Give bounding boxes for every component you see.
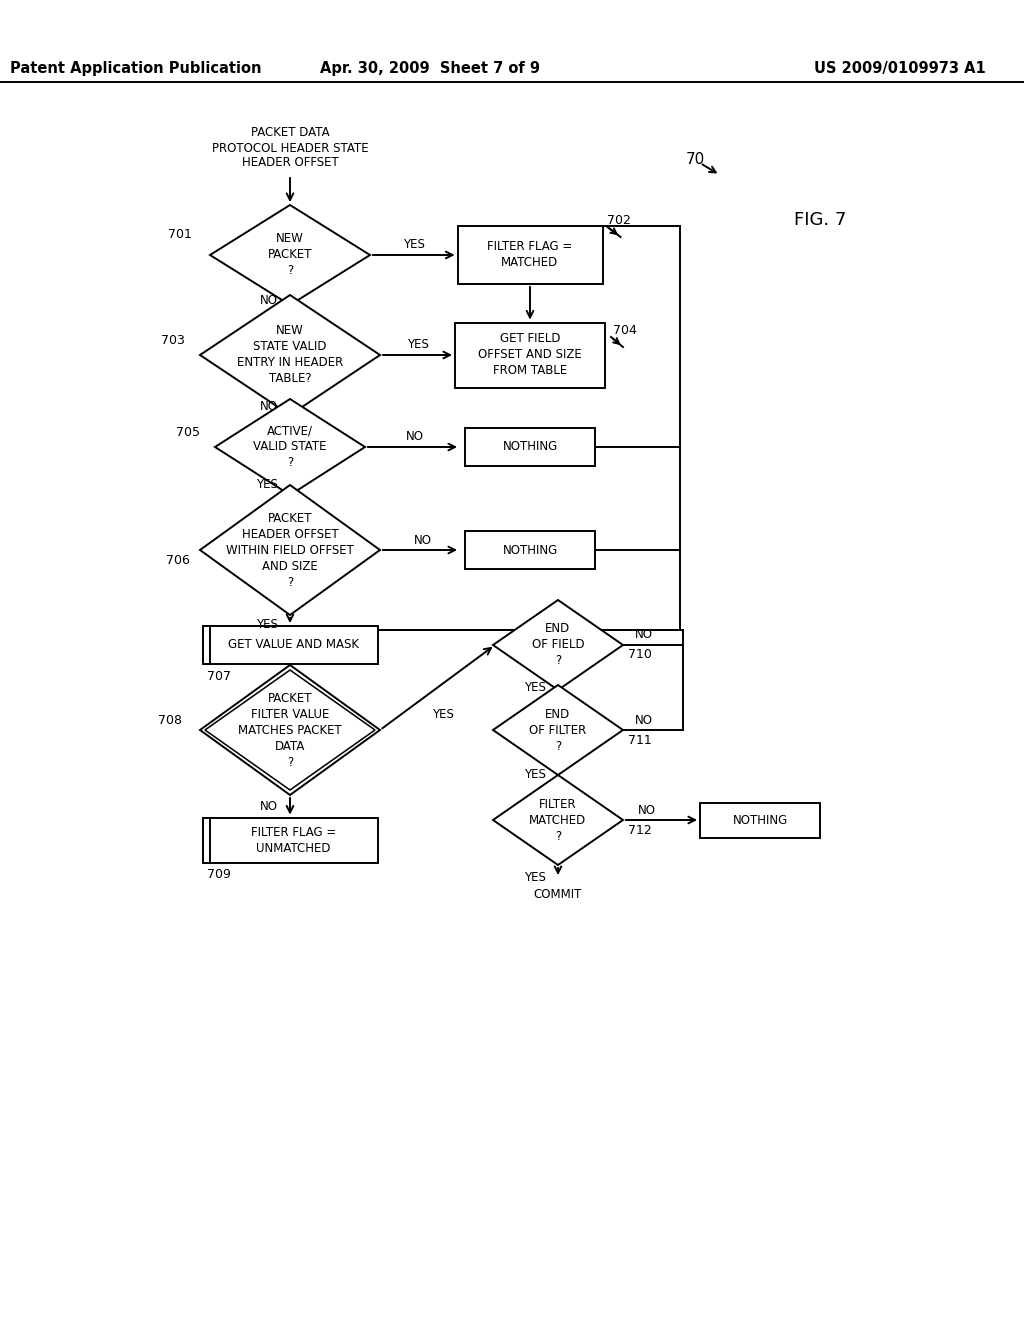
Text: PACKET DATA
PROTOCOL HEADER STATE
HEADER OFFSET: PACKET DATA PROTOCOL HEADER STATE HEADER… bbox=[212, 127, 369, 169]
Text: 705: 705 bbox=[176, 425, 200, 438]
Text: NOTHING: NOTHING bbox=[732, 813, 787, 826]
Text: 701: 701 bbox=[168, 228, 193, 242]
Text: NO: NO bbox=[414, 533, 431, 546]
Text: US 2009/0109973 A1: US 2009/0109973 A1 bbox=[814, 61, 986, 75]
Text: ACTIVE/
VALID STATE
?: ACTIVE/ VALID STATE ? bbox=[253, 425, 327, 470]
Text: Apr. 30, 2009  Sheet 7 of 9: Apr. 30, 2009 Sheet 7 of 9 bbox=[319, 61, 540, 75]
Text: NO: NO bbox=[260, 400, 278, 413]
Bar bbox=[465, 531, 595, 569]
Polygon shape bbox=[200, 665, 380, 795]
Polygon shape bbox=[215, 399, 365, 495]
Text: 712: 712 bbox=[628, 824, 651, 837]
Bar bbox=[700, 803, 820, 837]
Bar bbox=[458, 226, 602, 284]
Text: YES: YES bbox=[524, 871, 546, 884]
Text: NOTHING: NOTHING bbox=[503, 544, 558, 557]
Text: Patent Application Publication: Patent Application Publication bbox=[10, 61, 261, 75]
Text: NOTHING: NOTHING bbox=[503, 441, 558, 454]
Polygon shape bbox=[493, 601, 623, 690]
Text: FILTER
MATCHED
?: FILTER MATCHED ? bbox=[529, 797, 587, 842]
Text: COMMIT: COMMIT bbox=[534, 888, 583, 902]
Text: 707: 707 bbox=[208, 669, 231, 682]
Polygon shape bbox=[200, 294, 380, 414]
Text: GET FIELD
OFFSET AND SIZE
FROM TABLE: GET FIELD OFFSET AND SIZE FROM TABLE bbox=[478, 333, 582, 378]
Text: YES: YES bbox=[402, 239, 425, 252]
Text: YES: YES bbox=[256, 619, 278, 631]
Text: NO: NO bbox=[638, 804, 656, 817]
Text: 708: 708 bbox=[158, 714, 182, 726]
Text: 70: 70 bbox=[685, 153, 705, 168]
Text: END
OF FILTER
?: END OF FILTER ? bbox=[529, 708, 587, 752]
Text: 704: 704 bbox=[613, 323, 637, 337]
Text: YES: YES bbox=[524, 681, 546, 694]
Text: FILTER FLAG =
UNMATCHED: FILTER FLAG = UNMATCHED bbox=[251, 825, 336, 854]
Bar bbox=[203, 626, 378, 664]
Text: YES: YES bbox=[524, 768, 546, 781]
Text: NO: NO bbox=[635, 714, 653, 726]
Text: PACKET
FILTER VALUE
MATCHES PACKET
DATA
?: PACKET FILTER VALUE MATCHES PACKET DATA … bbox=[239, 692, 342, 768]
Text: NO: NO bbox=[260, 293, 278, 306]
Text: YES: YES bbox=[407, 338, 428, 351]
Text: NO: NO bbox=[406, 430, 424, 444]
Text: 702: 702 bbox=[607, 214, 632, 227]
Text: 711: 711 bbox=[628, 734, 651, 747]
Text: 706: 706 bbox=[166, 553, 190, 566]
Text: NO: NO bbox=[260, 800, 278, 813]
Polygon shape bbox=[493, 775, 623, 865]
Text: FILTER FLAG =
MATCHED: FILTER FLAG = MATCHED bbox=[487, 240, 572, 269]
Text: PACKET
HEADER OFFSET
WITHIN FIELD OFFSET
AND SIZE
?: PACKET HEADER OFFSET WITHIN FIELD OFFSET… bbox=[226, 511, 354, 589]
Text: NO: NO bbox=[635, 628, 653, 642]
Text: 710: 710 bbox=[628, 648, 652, 661]
Text: YES: YES bbox=[431, 709, 454, 722]
Text: GET VALUE AND MASK: GET VALUE AND MASK bbox=[228, 639, 359, 652]
Text: NEW
STATE VALID
ENTRY IN HEADER
TABLE?: NEW STATE VALID ENTRY IN HEADER TABLE? bbox=[237, 325, 343, 385]
Text: NEW
PACKET
?: NEW PACKET ? bbox=[267, 232, 312, 277]
Text: FIG. 7: FIG. 7 bbox=[794, 211, 846, 228]
Polygon shape bbox=[200, 484, 380, 615]
Polygon shape bbox=[210, 205, 370, 305]
Bar bbox=[465, 428, 595, 466]
Bar bbox=[455, 322, 605, 388]
Polygon shape bbox=[493, 685, 623, 775]
Text: 703: 703 bbox=[161, 334, 185, 346]
Text: 709: 709 bbox=[208, 869, 231, 880]
Text: YES: YES bbox=[256, 479, 278, 491]
Text: END
OF FIELD
?: END OF FIELD ? bbox=[531, 623, 585, 668]
Bar bbox=[203, 817, 378, 862]
